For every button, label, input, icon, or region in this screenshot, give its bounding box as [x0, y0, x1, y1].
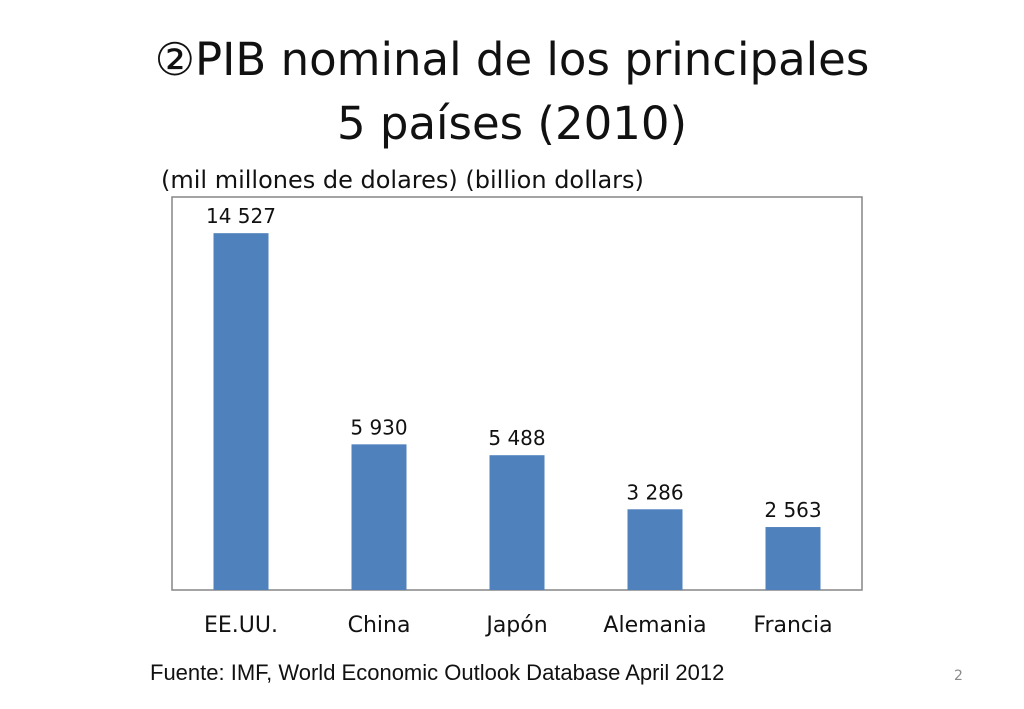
x-tick-label-1: China [348, 613, 411, 638]
data-label-2: 5 488 [488, 426, 545, 450]
data-label-4: 2 563 [764, 498, 821, 522]
x-tick-label-2: Japón [484, 613, 547, 638]
data-label-1: 5 930 [350, 415, 407, 439]
slide-title-line-1: ②PIB nominal de los principales [154, 33, 870, 86]
x-tick-label-0: EE.UU. [204, 613, 278, 638]
bar-0 [213, 233, 269, 591]
unit-label: (mil millones de dolares) (billion dolla… [161, 166, 644, 194]
slide-title: ②PIB nominal de los principales 5 países… [0, 28, 1024, 156]
data-label-3: 3 286 [626, 480, 683, 504]
bar-3 [627, 509, 683, 590]
slide-title-line-2: 5 países (2010) [336, 97, 688, 150]
bar-4 [765, 527, 821, 590]
bar-1 [351, 444, 407, 590]
x-tick-label-3: Alemania [603, 613, 706, 638]
source-note: Fuente: IMF, World Economic Outlook Data… [150, 660, 725, 685]
bar-2 [489, 455, 545, 590]
page-number: 2 [954, 668, 963, 684]
data-label-0: 14 527 [206, 204, 276, 228]
x-tick-label-4: Francia [753, 613, 832, 638]
